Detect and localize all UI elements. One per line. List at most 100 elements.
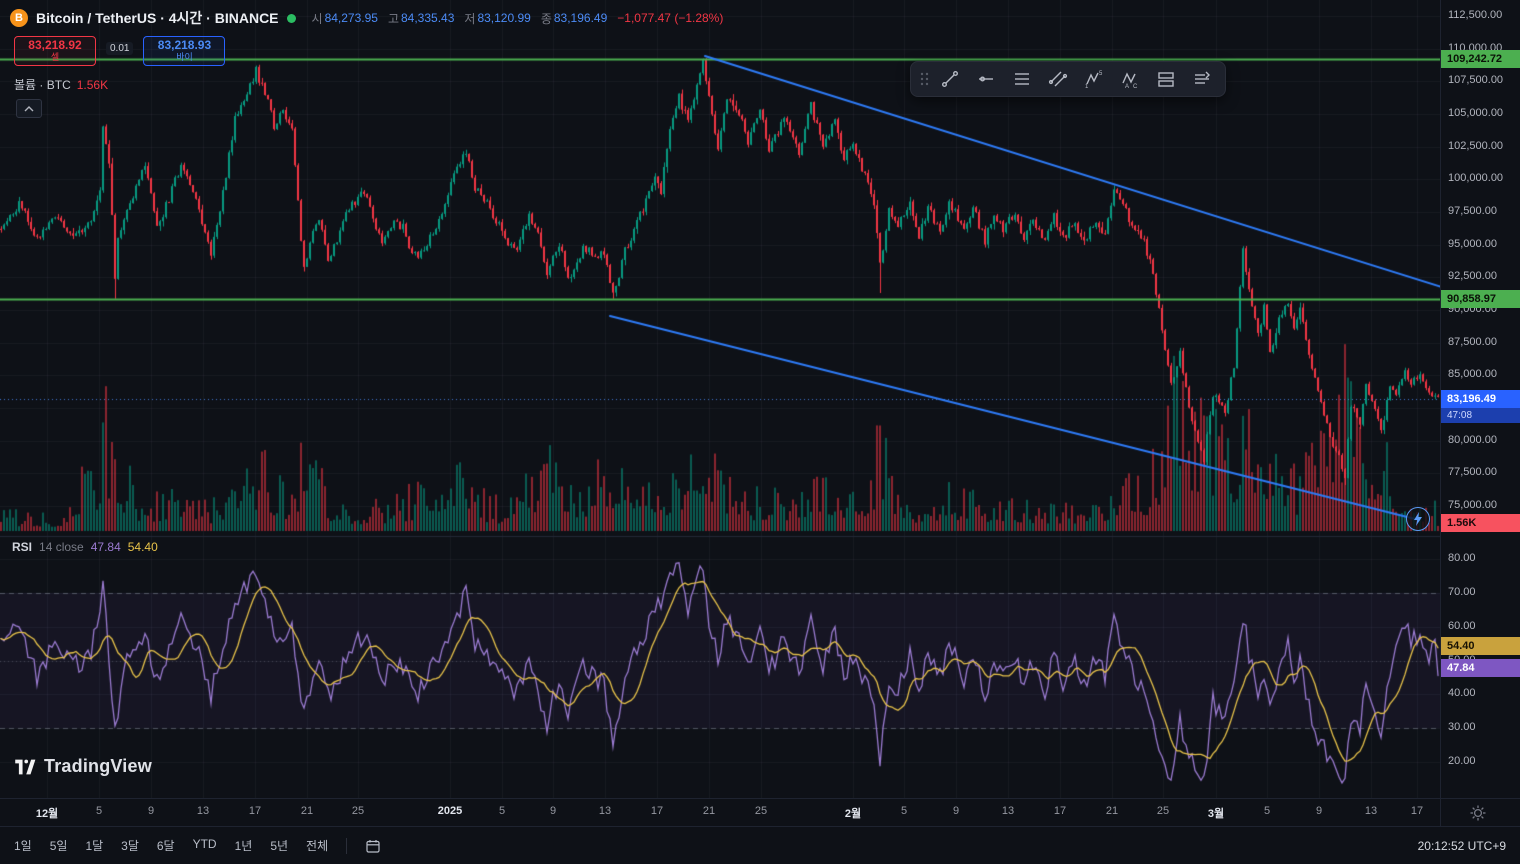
time-tick-label: 3월 bbox=[1207, 808, 1225, 820]
watermark-text: TradingView bbox=[44, 756, 152, 776]
range-button-1일[interactable]: 1일 bbox=[14, 839, 32, 853]
time-tick-label: 5 bbox=[900, 805, 908, 817]
parallel-channel-icon[interactable] bbox=[1041, 65, 1075, 93]
low-label: 저 bbox=[464, 11, 476, 26]
chart-legend: B Bitcoin / TetherUS · 4시간 · BINANCE 시 84… bbox=[10, 8, 723, 28]
time-tick-label: 13 bbox=[1001, 805, 1015, 817]
low-value: 83,120.99 bbox=[477, 11, 531, 25]
time-axis[interactable] bbox=[0, 798, 1440, 827]
svg-text:1: 1 bbox=[1085, 84, 1089, 89]
time-tick-label: 13 bbox=[1364, 805, 1378, 817]
price-tick-label: 100,000.00 bbox=[1448, 172, 1504, 184]
last-price-badge: 83,196.49 bbox=[1441, 390, 1520, 408]
high-label: 고 bbox=[387, 11, 399, 26]
candle-countdown-badge: 47:08 bbox=[1441, 408, 1520, 423]
symbol-title[interactable]: Bitcoin / TetherUS · 4시간 · BINANCE bbox=[36, 10, 279, 26]
range-button-1달[interactable]: 1달 bbox=[85, 839, 104, 853]
gear-icon bbox=[1470, 805, 1486, 821]
tradingview-logo-icon bbox=[15, 759, 36, 774]
fib-retracement-icon[interactable] bbox=[1005, 65, 1039, 93]
buy-label: 바이 bbox=[176, 51, 193, 62]
range-button-6달[interactable]: 6달 bbox=[156, 839, 175, 853]
time-tick-label: 21 bbox=[300, 805, 314, 817]
high-value: 84,335.43 bbox=[401, 11, 455, 25]
long-position-icon[interactable] bbox=[1149, 65, 1183, 93]
price-tick-label: 105,000.00 bbox=[1448, 107, 1504, 119]
svg-text:C: C bbox=[1133, 84, 1138, 89]
chart-canvas[interactable] bbox=[0, 0, 1440, 798]
horizontal-ray-icon[interactable] bbox=[969, 65, 1003, 93]
range-buttons: 1일 5일 1달 3달 6달 YTD 1년 5년 전체 bbox=[14, 837, 328, 854]
upper-line-price-badge: 109,242.72 bbox=[1441, 50, 1520, 68]
trade-widget: 83,218.92 셀 0.01 83,218.93 바이 bbox=[14, 36, 226, 66]
go-to-date-button[interactable] bbox=[365, 838, 381, 854]
lightning-icon bbox=[1414, 512, 1422, 526]
lower-line-price-badge: 90,858.97 bbox=[1441, 290, 1520, 308]
price-tick-label: 107,500.00 bbox=[1448, 74, 1504, 86]
volume-legend-title[interactable]: 볼륨 · BTC bbox=[14, 78, 71, 92]
rsi-tick-label: 60.00 bbox=[1448, 620, 1476, 632]
price-tick-label: 102,500.00 bbox=[1448, 140, 1504, 152]
buy-button[interactable]: 83,218.93 바이 bbox=[143, 36, 226, 66]
time-tick-label: 17 bbox=[1053, 805, 1067, 817]
rsi-legend: RSI 14 close 47.84 54.40 bbox=[12, 540, 158, 554]
buy-price: 83,218.93 bbox=[157, 38, 212, 53]
rsi-ma-value: 54.40 bbox=[127, 540, 158, 554]
drag-handle-icon[interactable] bbox=[917, 65, 931, 93]
spread-value: 0.01 bbox=[106, 42, 134, 55]
change-value: −1,077.47 (−1.28%) bbox=[617, 11, 724, 25]
time-tick-label: 2025 bbox=[437, 805, 463, 817]
trendline-endpoint-marker[interactable] bbox=[1406, 507, 1430, 531]
sell-button[interactable]: 83,218.92 셀 bbox=[14, 36, 96, 66]
time-tick-label: 25 bbox=[1156, 805, 1170, 817]
close-value: 83,196.49 bbox=[553, 11, 608, 25]
range-button-5일[interactable]: 5일 bbox=[49, 839, 68, 853]
rsi-title[interactable]: RSI bbox=[12, 540, 33, 554]
bottom-toolbar: 1일 5일 1달 3달 6달 YTD 1년 5년 전체 20:12:52 UTC+9 bbox=[0, 826, 1520, 864]
range-button-5년[interactable]: 5년 bbox=[270, 839, 289, 853]
legend-collapse-button[interactable] bbox=[16, 99, 42, 118]
price-tick-label: 97,500.00 bbox=[1448, 205, 1497, 217]
price-tick-label: 112,500.00 bbox=[1448, 9, 1503, 21]
range-button-YTD[interactable]: YTD bbox=[192, 837, 217, 851]
range-button-3달[interactable]: 3달 bbox=[121, 839, 139, 853]
time-tick-label: 13 bbox=[598, 805, 612, 817]
time-tick-label: 9 bbox=[952, 805, 960, 817]
price-tick-label: 92,500.00 bbox=[1448, 270, 1497, 282]
tradingview-watermark: TradingView bbox=[14, 756, 152, 777]
range-button-전체[interactable]: 전체 bbox=[306, 839, 329, 853]
axis-settings-button[interactable] bbox=[1469, 804, 1487, 822]
chevron-up-icon bbox=[24, 105, 34, 111]
time-tick-label: 25 bbox=[754, 805, 768, 817]
price-tick-label: 87,500.00 bbox=[1448, 336, 1497, 348]
trend-line-icon[interactable] bbox=[933, 65, 967, 93]
svg-text:5: 5 bbox=[1099, 71, 1103, 77]
rsi-params: 14 close bbox=[39, 540, 84, 554]
time-tick-label: 5 bbox=[1263, 805, 1271, 817]
time-tick-label: 17 bbox=[650, 805, 664, 817]
rsi-ma-badge: 54.40 bbox=[1441, 637, 1520, 655]
forecast-icon[interactable] bbox=[1185, 65, 1219, 93]
rsi-value: 47.84 bbox=[90, 540, 121, 554]
time-tick-label: 5 bbox=[498, 805, 506, 817]
time-tick-label: 12월 bbox=[35, 808, 59, 820]
open-label: 시 bbox=[311, 11, 323, 26]
svg-text:A: A bbox=[1125, 84, 1129, 89]
price-axis[interactable] bbox=[1440, 0, 1520, 798]
time-tick-label: 9 bbox=[1315, 805, 1323, 817]
range-button-1년[interactable]: 1년 bbox=[234, 839, 253, 853]
rsi-tick-label: 70.00 bbox=[1448, 586, 1476, 598]
time-tick-label: 9 bbox=[549, 805, 557, 817]
open-value: 84,273.95 bbox=[324, 11, 378, 25]
time-tick-label: 5 bbox=[95, 805, 103, 817]
clock[interactable]: 20:12:52 UTC+9 bbox=[1417, 838, 1506, 853]
price-tick-label: 75,000.00 bbox=[1448, 499, 1497, 511]
toolbar-divider bbox=[346, 837, 348, 854]
market-status-icon[interactable] bbox=[286, 13, 296, 23]
time-tick-label: 21 bbox=[1105, 805, 1119, 817]
time-tick-label: 17 bbox=[248, 805, 262, 817]
